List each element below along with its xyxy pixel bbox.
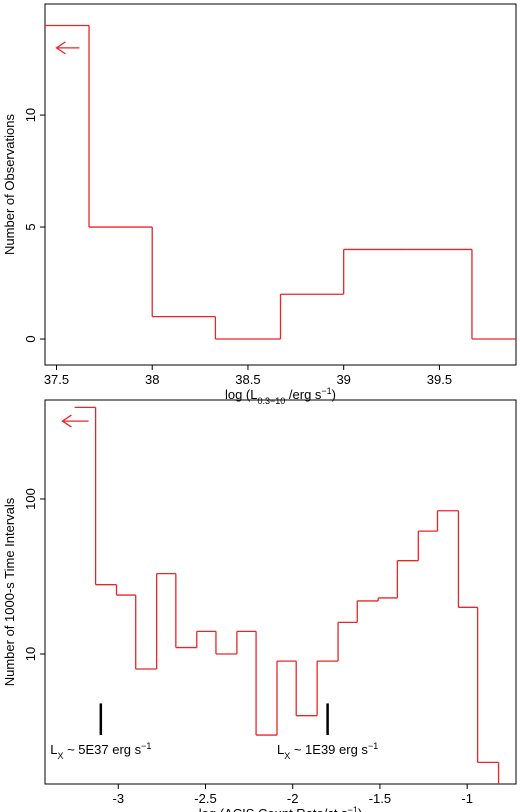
y-tick-label: 0 <box>23 335 38 342</box>
label-part: ) <box>332 387 336 402</box>
x-tick-label: -1 <box>461 791 473 806</box>
annotation: LX ~ 1E39 erg s−1 <box>277 741 378 761</box>
x-tick-label: 38.5 <box>235 372 260 387</box>
label-part: −1 <box>321 386 331 396</box>
label-part: X <box>57 751 63 761</box>
label-part: −1 <box>141 741 151 751</box>
panel: -3 -2.5 -2 -1.5 -1 10 100 log (ACIS Count Rate/… <box>2 399 517 812</box>
histogram <box>74 406 500 784</box>
label-part: ~ 1E39 erg s <box>290 742 368 757</box>
y-tick-label: 100 <box>23 488 38 510</box>
y-tick-label: 10 <box>23 647 38 661</box>
plot-frame <box>44 3 517 366</box>
panel: 37.5 38 38.5 39 39.5 0 5 10 log (L0.3−10 /erg s−… <box>2 3 517 406</box>
histogram <box>45 24 516 340</box>
label-part: −1 <box>368 741 378 751</box>
x-tick-label: 39 <box>336 372 350 387</box>
arrow-head <box>61 414 72 428</box>
label-part: log (ACIS Count Rate/ct s <box>199 806 348 812</box>
x-tick-label: -2 <box>287 791 299 806</box>
y-tick-label: 10 <box>23 108 38 122</box>
x-tick-label: 38 <box>145 372 159 387</box>
label-part: 0.3−10 <box>258 396 286 406</box>
x-tick-label: 39.5 <box>427 372 452 387</box>
label-part: L <box>50 742 57 757</box>
y-axis-label: Number of 1000-s Time Intervals <box>2 497 17 686</box>
y-tick-label: 5 <box>23 223 38 230</box>
label-part: L <box>277 742 284 757</box>
limit-arrow <box>61 414 89 428</box>
limit-arrow <box>55 41 80 55</box>
x-tick-label: 37.5 <box>44 372 69 387</box>
x-tick-label: -1.5 <box>369 791 391 806</box>
annotation: LX ~ 5E37 erg s−1 <box>50 741 151 761</box>
label-part: /erg s <box>285 387 322 402</box>
label-part: log (L <box>225 387 258 402</box>
label-part: ~ 5E37 erg s <box>63 742 141 757</box>
label-part: −1 <box>348 805 358 812</box>
x-tick-label: -3 <box>112 791 124 806</box>
x-tick-label: -2.5 <box>194 791 216 806</box>
label-part: ) <box>358 806 362 812</box>
plot-frame <box>44 399 517 785</box>
x-axis-label: log (L0.3−10 /erg s−1) <box>225 386 336 406</box>
y-axis-label: Number of Observations <box>2 114 17 255</box>
label-part: X <box>284 751 290 761</box>
x-axis-label: log (ACIS Count Rate/ct s−1) <box>199 805 362 812</box>
arrow-head <box>55 41 66 55</box>
